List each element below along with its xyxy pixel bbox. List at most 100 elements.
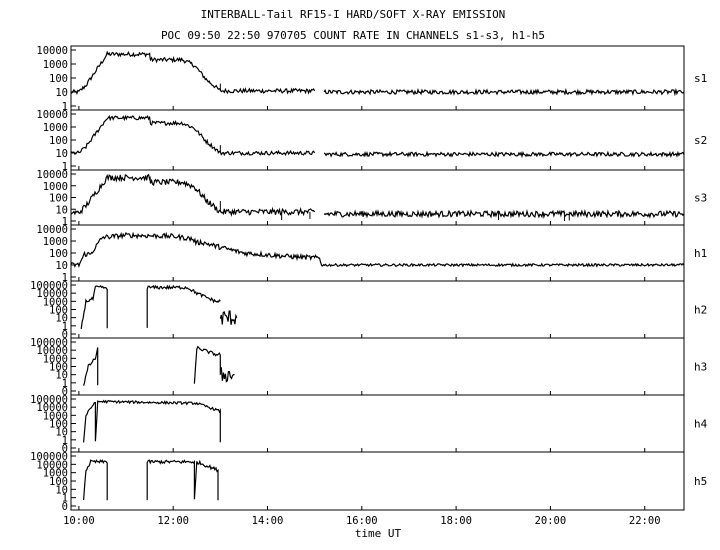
series-line-h1 [318,257,685,268]
channel-label: h1 [694,247,707,260]
series-line-h5 [146,459,219,501]
chart-subtitle: POC 09:50 22:50 970705 COUNT RATE IN CHA… [161,29,545,42]
panel-frame [70,337,685,396]
y-tick-label: 100 [49,476,68,488]
panel-frame [70,394,685,453]
series-line-h2 [219,310,238,325]
y-tick-label: 10000 [36,45,68,57]
x-tick-label: 12:00 [157,515,189,527]
y-tick-label: 10000 [36,169,68,181]
x-tick-label: 20:00 [535,515,567,527]
panel-s1: 10000 1000 100 10 1 s1 [36,45,707,113]
series-line-h3 [83,347,99,386]
channel-label: s2 [694,134,707,147]
chart-titles: INTERBALL-Tail RF15-I HARD/SOFT X-RAY EM… [161,8,545,42]
y-tick-label: 1000 [43,122,68,134]
y-tick-label: 100 [49,193,68,205]
y-tick-label: 100000 [30,280,68,292]
x-axis-label: time UT [355,527,402,540]
y-tick-label: 100 [49,73,68,85]
x-tick-label: 18:00 [440,515,472,527]
chart-title: INTERBALL-Tail RF15-I HARD/SOFT X-RAY EM… [201,8,506,21]
y-tick-label: 0 [62,386,68,398]
y-tick-label: 100 [49,362,68,374]
y-tick-label: 100 [49,419,68,431]
y-tick-label: 100000 [30,451,68,463]
y-tick-label: 1 [62,378,68,390]
y-tick-label: 1 [62,101,68,113]
series-line-h4 [83,399,221,443]
y-tick-label: 10 [55,484,68,496]
y-tick-label: 10000 [36,288,68,300]
y-tick-label: 0 [62,501,68,513]
y-tick-label: 100000 [30,394,68,406]
channel-label: s1 [694,72,707,85]
y-tick-label: 10 [55,370,68,382]
y-tick-label: 1000 [43,236,68,248]
y-tick-label: 1 [62,321,68,333]
x-tick-label: 10:00 [63,515,95,527]
y-tick-label: 10 [55,427,68,439]
y-tick-label: 10000 [36,345,68,357]
y-tick-label: 0 [62,329,68,341]
series-line-h1 [70,231,320,269]
y-tick-label: 10000 [36,402,68,414]
series-line-h2 [80,285,108,330]
y-tick-label: 10 [55,313,68,325]
series-line-s2 [323,150,685,159]
y-tick-label: 1000 [43,468,68,480]
y-tick-label: 10 [55,148,68,160]
y-tick-label: 1 [62,272,68,284]
x-axis: 10:00 12:00 14:00 16:00 18:00 20:00 22:00 time … [63,515,660,540]
y-tick-label: 100000 [30,337,68,349]
panel-frame [70,280,685,339]
x-tick-label: 14:00 [252,515,284,527]
y-tick-label: 10000 [36,109,68,121]
y-tick-label: 1000 [43,59,68,71]
panel-frame [70,109,685,171]
series-line-s1 [70,50,316,96]
y-tick-label: 100 [49,305,68,317]
series-line-s2 [70,114,316,157]
y-tick-label: 1 [62,435,68,447]
channel-label: h4 [694,418,708,431]
y-tick-label: 0 [62,443,68,455]
channel-label: h3 [694,361,707,374]
series-line-h3 [219,366,235,383]
series-line-s3 [323,208,685,219]
panel-frame [70,451,685,511]
y-tick-label: 10 [55,204,68,216]
y-tick-label: 10 [55,87,68,99]
x-tick-label: 16:00 [346,515,378,527]
series-line-h3 [193,345,221,384]
channel-label: s3 [694,192,707,205]
y-tick-label: 1 [62,216,68,228]
y-tick-label: 1000 [43,181,68,193]
y-tick-label: 1 [62,493,68,505]
panel-frame [70,45,685,111]
y-tick-label: 1 [62,161,68,173]
x-tick-label: 22:00 [629,515,661,527]
series-line-h5 [83,459,108,501]
y-tick-label: 10 [55,260,68,272]
y-tick-label: 1000 [43,296,68,308]
y-tick-label: 100 [49,135,68,147]
y-tick-label: 100 [49,248,68,260]
channel-label: h2 [694,304,707,317]
series-line-s1 [323,87,685,97]
channel-label: h5 [694,475,707,488]
series-line-s3 [70,173,316,217]
y-tick-label: 10000 [36,224,68,236]
y-tick-label: 1000 [43,410,68,422]
y-tick-label: 10000 [36,459,68,471]
series-line-h2 [146,284,221,328]
panel-frame [70,224,685,282]
panels: 100001000100101s1100001000100101s2100001… [30,45,708,513]
